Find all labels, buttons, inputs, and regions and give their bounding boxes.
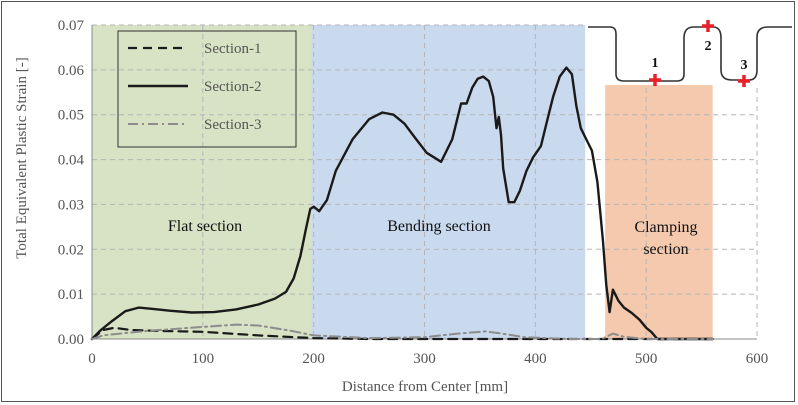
series-line-section-1 (90, 326, 714, 341)
y-tick-label: 0.01 (58, 287, 84, 303)
x-tick-label: 200 (302, 351, 325, 367)
measurement-marker-1 (649, 74, 661, 86)
x-tick-label: 300 (413, 351, 436, 367)
x-tick-label: 600 (746, 351, 769, 367)
measurement-marker-3 (738, 75, 750, 87)
region-flat-section (92, 25, 312, 339)
region-label-2: Bending section (387, 218, 491, 235)
region-label-3: Clamping section (634, 219, 697, 258)
region-label-line: section (643, 241, 688, 258)
region-clamping-section (605, 45, 713, 339)
legend-label: Section-2 (204, 79, 262, 95)
x-tick-label: 500 (635, 351, 658, 367)
x-tick-label: 100 (192, 351, 215, 367)
x-tick-label: 400 (524, 351, 547, 367)
y-tick-label: 0.00 (58, 332, 84, 348)
legend-label: Section-3 (204, 117, 262, 133)
legend-label: Section-1 (204, 41, 262, 57)
y-tick-label: 0.06 (58, 63, 85, 79)
marker-label-1: 1 (652, 56, 659, 71)
y-tick-label: 0.05 (58, 108, 84, 124)
region-label-line: Clamping (634, 219, 697, 236)
measurement-marker-2 (702, 20, 714, 32)
y-tick-label: 0.04 (58, 153, 85, 169)
y-tick-label: 0.02 (58, 242, 84, 258)
y-tick-label: 0.07 (58, 18, 85, 34)
series-line-section-3 (91, 323, 714, 340)
y-tick-label: 0.03 (58, 197, 84, 213)
x-tick-label: 0 (88, 351, 96, 367)
region-label-1: Flat section (168, 218, 242, 235)
marker-label-3: 3 (741, 58, 748, 73)
legend-box (117, 30, 297, 148)
y-axis-label: Total Equivalent Plastic Strain [-] (14, 57, 30, 258)
region-bending-section (311, 25, 586, 339)
series-line-section-2 (90, 66, 714, 341)
marker-label-2: 2 (705, 39, 712, 54)
x-axis-label: Distance from Center [mm] (342, 379, 508, 395)
